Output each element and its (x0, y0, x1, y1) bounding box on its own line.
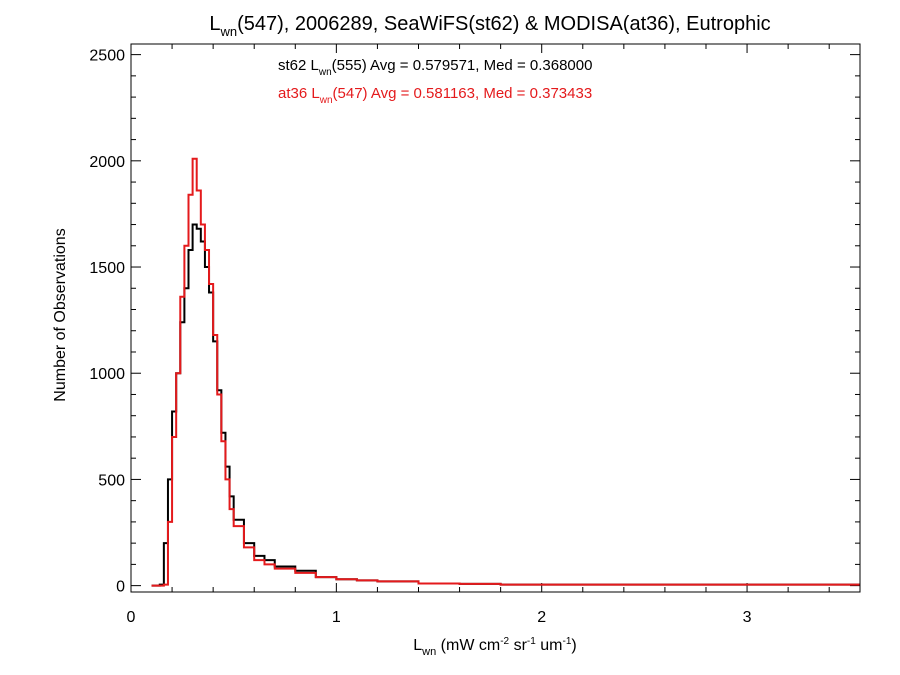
chart-title: Lwn(547), 2006289, SeaWiFS(st62) & MODIS… (209, 13, 770, 39)
annotation-st62-suffix: (555) Avg = 0.579571, Med = 0.368000 (332, 57, 593, 74)
annotation-st62-prefix: st62 L (278, 57, 319, 74)
x-tick-label: 0 (127, 609, 136, 626)
x-axis-label-unit-3: um (536, 637, 563, 654)
series-line-at36 (151, 157, 860, 587)
x-axis-label-base: L (413, 637, 422, 654)
annotations: st62 Lwn(555) Avg = 0.579571, Med = 0.36… (278, 57, 592, 106)
annotation-st62: st62 Lwn(555) Avg = 0.579571, Med = 0.36… (278, 57, 592, 78)
chart-title-rest: (547), 2006289, SeaWiFS(st62) & MODISA(a… (237, 13, 771, 35)
x-axis-label-subscript: wn (421, 646, 436, 658)
x-tick-label: 1 (332, 609, 341, 626)
y-tick-label: 1500 (89, 260, 125, 277)
chart-title-base: L (209, 13, 220, 35)
x-tick-label: 2 (537, 609, 546, 626)
annotation-at36-subscript: wn (319, 95, 333, 106)
y-tick-label: 2500 (89, 48, 125, 65)
x-axis-label-superscript-1: -2 (500, 636, 509, 647)
plot-frame (130, 43, 861, 593)
y-tick-label: 1000 (89, 366, 125, 383)
x-tick-label: 3 (743, 609, 752, 626)
y-axis-label: Number of Observations (52, 228, 69, 401)
annotation-at36-prefix: at36 L (278, 85, 320, 102)
x-axis-label-unit-2: sr (509, 637, 527, 654)
annotation-at36: at36 Lwn(547) Avg = 0.581163, Med = 0.37… (278, 85, 592, 106)
x-axis-label-unit-close: ) (571, 637, 576, 654)
x-axis-label-superscript-2: -1 (527, 636, 536, 647)
y-tick-label: 2000 (89, 154, 125, 171)
y-tick-label: 500 (98, 472, 125, 489)
x-axis-label: Lwn (mW cm-2 sr-1 um-1) (413, 636, 576, 658)
x-axis-label-superscript-3: -1 (562, 636, 571, 647)
series-layer (151, 157, 860, 587)
annotation-st62-subscript: wn (318, 67, 332, 78)
annotation-at36-suffix: (547) Avg = 0.581163, Med = 0.373433 (333, 85, 593, 102)
y-tick-label: 0 (116, 579, 125, 596)
chart-title-subscript: wn (219, 24, 237, 39)
x-axis-label-unit-1: (mW cm (436, 637, 500, 654)
